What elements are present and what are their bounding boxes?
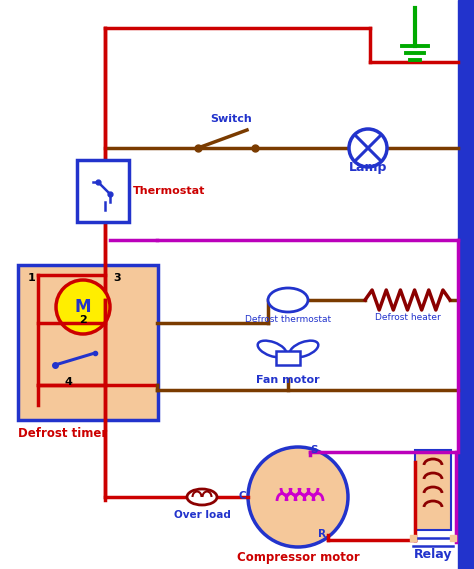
- Circle shape: [56, 280, 110, 334]
- Text: 3: 3: [113, 273, 120, 283]
- Text: Defrost heater: Defrost heater: [374, 313, 440, 322]
- Bar: [458, 0, 474, 569]
- Text: Compressor motor: Compressor motor: [237, 551, 359, 564]
- Ellipse shape: [187, 489, 217, 505]
- Ellipse shape: [268, 288, 308, 312]
- Bar: [415, 450, 451, 530]
- Bar: [276, 351, 300, 365]
- Ellipse shape: [258, 341, 286, 357]
- Text: S: S: [310, 445, 318, 455]
- Bar: [18, 265, 158, 420]
- Text: Thermostat: Thermostat: [133, 186, 205, 196]
- Text: Switch: Switch: [210, 114, 252, 124]
- Text: Lamp: Lamp: [349, 161, 387, 174]
- Text: Fan motor: Fan motor: [256, 375, 320, 385]
- Text: 1: 1: [28, 273, 36, 283]
- Circle shape: [349, 129, 387, 167]
- Text: 4: 4: [65, 377, 73, 387]
- Text: Relay: Relay: [414, 548, 452, 561]
- Text: Defrost thermostat: Defrost thermostat: [245, 315, 331, 324]
- Text: C: C: [239, 491, 246, 501]
- Bar: [77, 160, 129, 222]
- Text: R: R: [318, 529, 326, 539]
- Text: Defrost timer: Defrost timer: [18, 427, 107, 440]
- Circle shape: [248, 447, 348, 547]
- Text: 2: 2: [79, 315, 87, 325]
- Text: M: M: [75, 298, 91, 316]
- Ellipse shape: [290, 341, 319, 357]
- Text: Over load: Over load: [173, 510, 230, 520]
